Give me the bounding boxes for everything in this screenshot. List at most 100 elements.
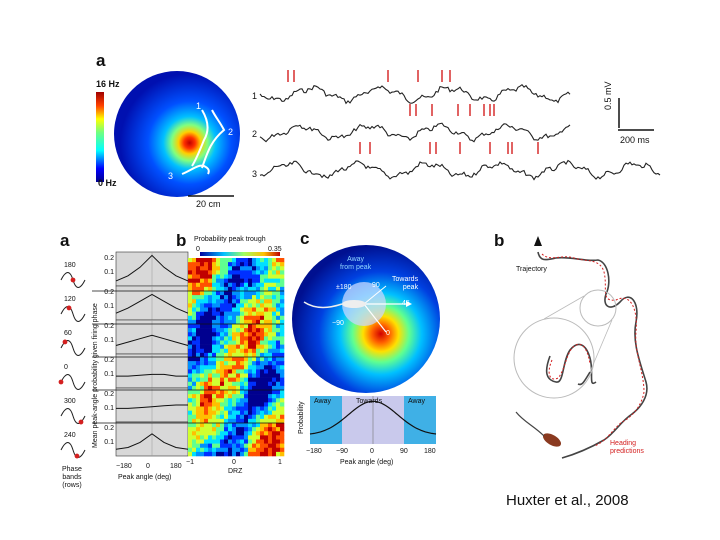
heatmap-cell: [212, 369, 217, 374]
heatmap-cell: [252, 295, 257, 300]
heatmap-cell: [208, 344, 213, 350]
heatmap-cell: [216, 258, 221, 263]
heatmap-cell: [192, 373, 197, 378]
heatmap-cell: [212, 299, 217, 304]
heatmap-cell: [224, 423, 229, 428]
heatmap-cell: [268, 270, 273, 275]
heatmap-cell: [256, 377, 261, 383]
heatmap-cell: [212, 427, 217, 432]
heatmap-cell: [208, 311, 213, 317]
heatmap-cell: [212, 357, 217, 362]
heatmap-cell: [224, 402, 229, 407]
inset-xticks: −180 −90 0 90 180: [306, 448, 436, 455]
heatmap-cell: [232, 451, 237, 457]
heatmap-cell: [216, 332, 221, 337]
angle-180: ±180: [336, 284, 352, 291]
heatmap-cell: [268, 418, 273, 424]
heatmap-cell: [228, 365, 233, 370]
heatmap-cell: [232, 443, 237, 449]
heatmap-cell: [264, 332, 269, 337]
heatmap-cell: [196, 307, 201, 312]
heatmap-cell: [240, 352, 245, 358]
heatmap-cell: [228, 427, 233, 432]
heatmap-cell: [248, 443, 253, 449]
heatmap-cell: [232, 398, 237, 403]
heatmap-cell: [244, 348, 249, 354]
heatmap-cell: [196, 328, 201, 333]
heatmap-cell: [272, 418, 277, 424]
drz-heatmap: [92, 258, 285, 457]
heatmap-cell: [204, 373, 209, 378]
heatmap-cell: [244, 291, 249, 296]
heatmap-cell: [192, 348, 197, 354]
heatmap-cell: [260, 418, 265, 424]
heatmap-cell: [252, 282, 257, 288]
heatmap-cell: [188, 402, 193, 407]
heatmap-cell: [192, 282, 197, 288]
heatmap-cell: [240, 348, 245, 354]
heatmap-cell: [244, 319, 249, 325]
heatmap-cell: [196, 431, 201, 436]
heatmap-cell: [200, 311, 205, 317]
heatmap-cell: [240, 307, 245, 312]
heatmap-cell: [200, 365, 205, 370]
heatmap-cell: [260, 336, 265, 341]
heatmap-cell: [228, 344, 233, 350]
heatmap-cell: [236, 443, 241, 449]
heatmap-cell: [216, 447, 221, 453]
heatmap-cell: [196, 336, 201, 341]
heatmap-cell: [252, 328, 257, 333]
heatmap-cell: [244, 282, 249, 288]
heatmap-cell: [280, 274, 285, 279]
heatmap-cell: [280, 414, 285, 420]
heatmap-cell: [204, 295, 209, 300]
heatmap-cell: [196, 262, 201, 267]
heatmap-cell: [264, 357, 269, 362]
heatmap-cell: [256, 299, 261, 304]
heatmap-cell: [248, 406, 253, 411]
heatmap-cell: [188, 423, 193, 428]
heatmap-cell: [236, 394, 241, 399]
heatmap-cell: [208, 352, 213, 358]
heatmap-cell: [216, 406, 221, 411]
inset-away-left: Away: [314, 398, 331, 405]
ytick: 0.1: [104, 303, 114, 310]
heatmap-cell: [208, 431, 213, 436]
heatmap-cell: [236, 402, 241, 407]
heatmap-cell: [264, 324, 269, 329]
heatmap-cell: [244, 381, 249, 387]
heatmap-cell: [272, 307, 277, 312]
heatmap-cell: [236, 307, 241, 312]
heatmap-cell: [224, 332, 229, 337]
panel-label-a-bottom: a: [60, 231, 70, 250]
heatmap-cell: [244, 266, 249, 271]
heatmap-cell: [220, 394, 225, 399]
heatmap-cell: [272, 270, 277, 275]
heatmap-cell: [220, 427, 225, 432]
heatmap-cell: [272, 311, 277, 317]
heatmap-cell: [224, 352, 229, 358]
path-label-2: 2: [228, 127, 234, 137]
heatmap-cell: [280, 373, 285, 378]
heatmap-cell: [196, 373, 201, 378]
inset-ylabel: Probability: [298, 401, 305, 434]
heatmap-cell: [216, 352, 221, 358]
heatmap-cell: [196, 377, 201, 383]
heatmap-cell: [196, 315, 201, 321]
heatmap-cell: [276, 295, 281, 300]
heatmap-cell: [228, 295, 233, 300]
panel-c-disc: [292, 245, 440, 393]
heatmap-cell: [188, 262, 193, 267]
heatmap-cell: [212, 451, 217, 457]
heatmap-cell: [256, 435, 261, 440]
heatmap-cell: [228, 328, 233, 333]
heatmap-cell: [228, 348, 233, 354]
heatmap-cell: [248, 266, 253, 271]
heatmap-cell: [276, 431, 281, 436]
heatmap-cell: [280, 394, 285, 399]
heatmap-cell: [252, 398, 257, 403]
heatmap-cell: [236, 311, 241, 317]
heatmap-cell: [220, 365, 225, 370]
heatmap-cell: [280, 311, 285, 317]
heatmap-cell: [196, 365, 201, 370]
